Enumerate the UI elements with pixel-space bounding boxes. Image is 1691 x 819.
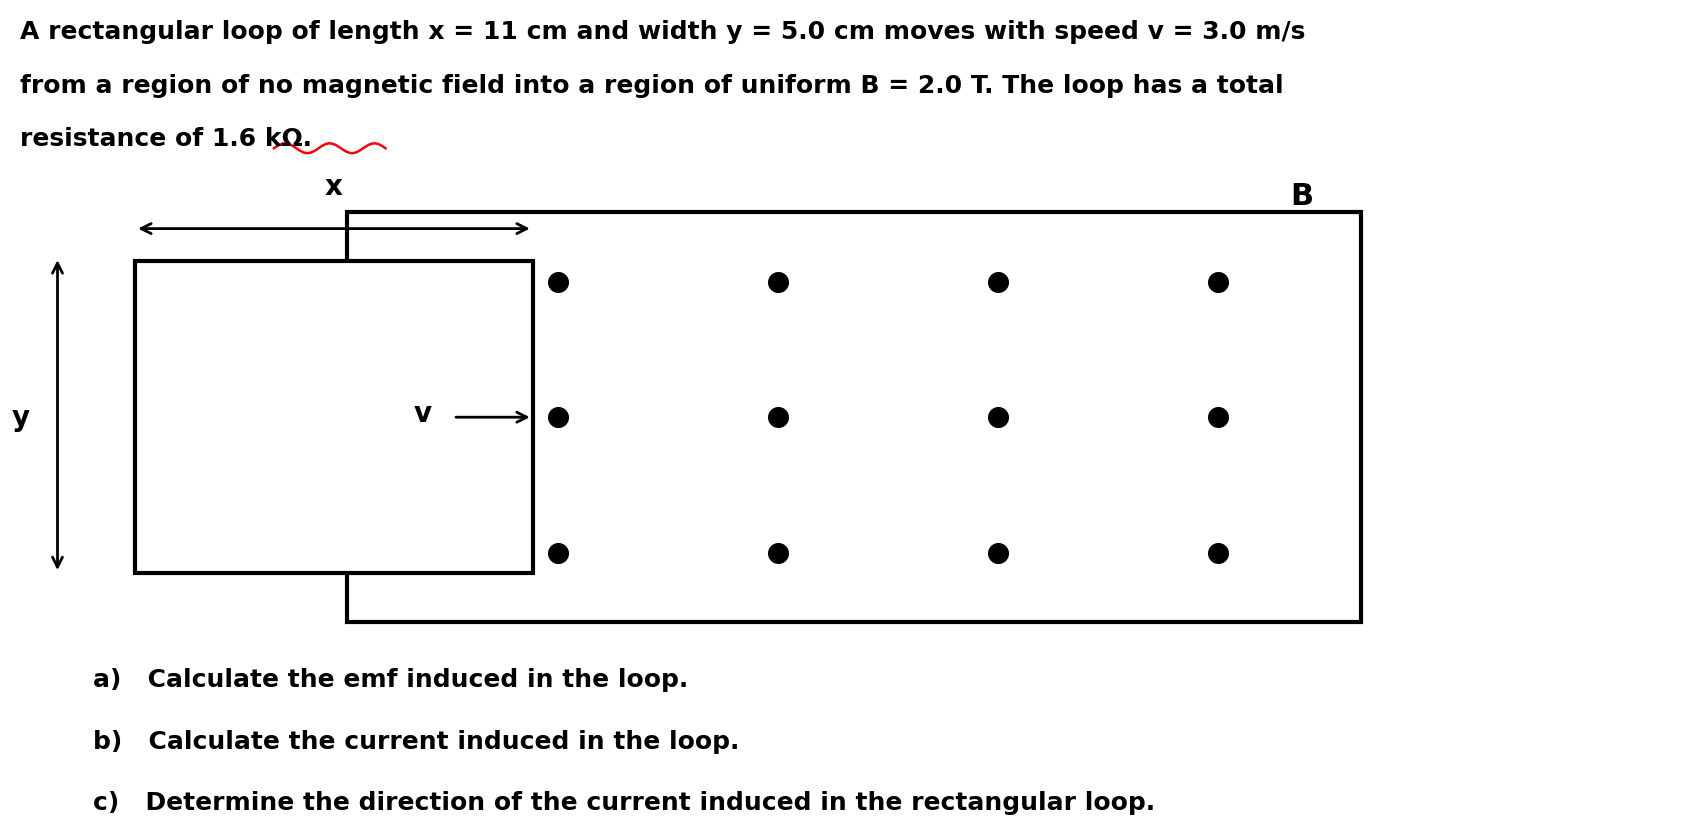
Text: v: v [413,400,431,428]
Point [1204,411,1231,424]
Text: b)   Calculate the current induced in the loop.: b) Calculate the current induced in the … [93,729,739,753]
Point [1204,276,1231,289]
Point [764,411,791,424]
Point [984,546,1011,559]
Bar [135,262,533,573]
Point [764,276,791,289]
Point [1204,546,1231,559]
Text: resistance of 1.6 kΩ.: resistance of 1.6 kΩ. [20,127,313,151]
Text: from a region of no magnetic field into a region of uniform B = 2.0 T. The loop : from a region of no magnetic field into … [20,74,1283,97]
Text: y: y [12,404,29,432]
Point [545,411,572,424]
Point [984,276,1011,289]
Text: x: x [325,173,342,201]
Text: B: B [1290,182,1314,211]
Bar [347,213,1361,622]
Point [545,276,572,289]
Point [545,546,572,559]
Text: a)   Calculate the emf induced in the loop.: a) Calculate the emf induced in the loop… [93,667,688,691]
Point [764,546,791,559]
Text: c)   Determine the direction of the current induced in the rectangular loop.: c) Determine the direction of the curren… [93,790,1155,814]
Text: A rectangular loop of length x = 11 cm and width y = 5.0 cm moves with speed v =: A rectangular loop of length x = 11 cm a… [20,20,1305,44]
Point [984,411,1011,424]
